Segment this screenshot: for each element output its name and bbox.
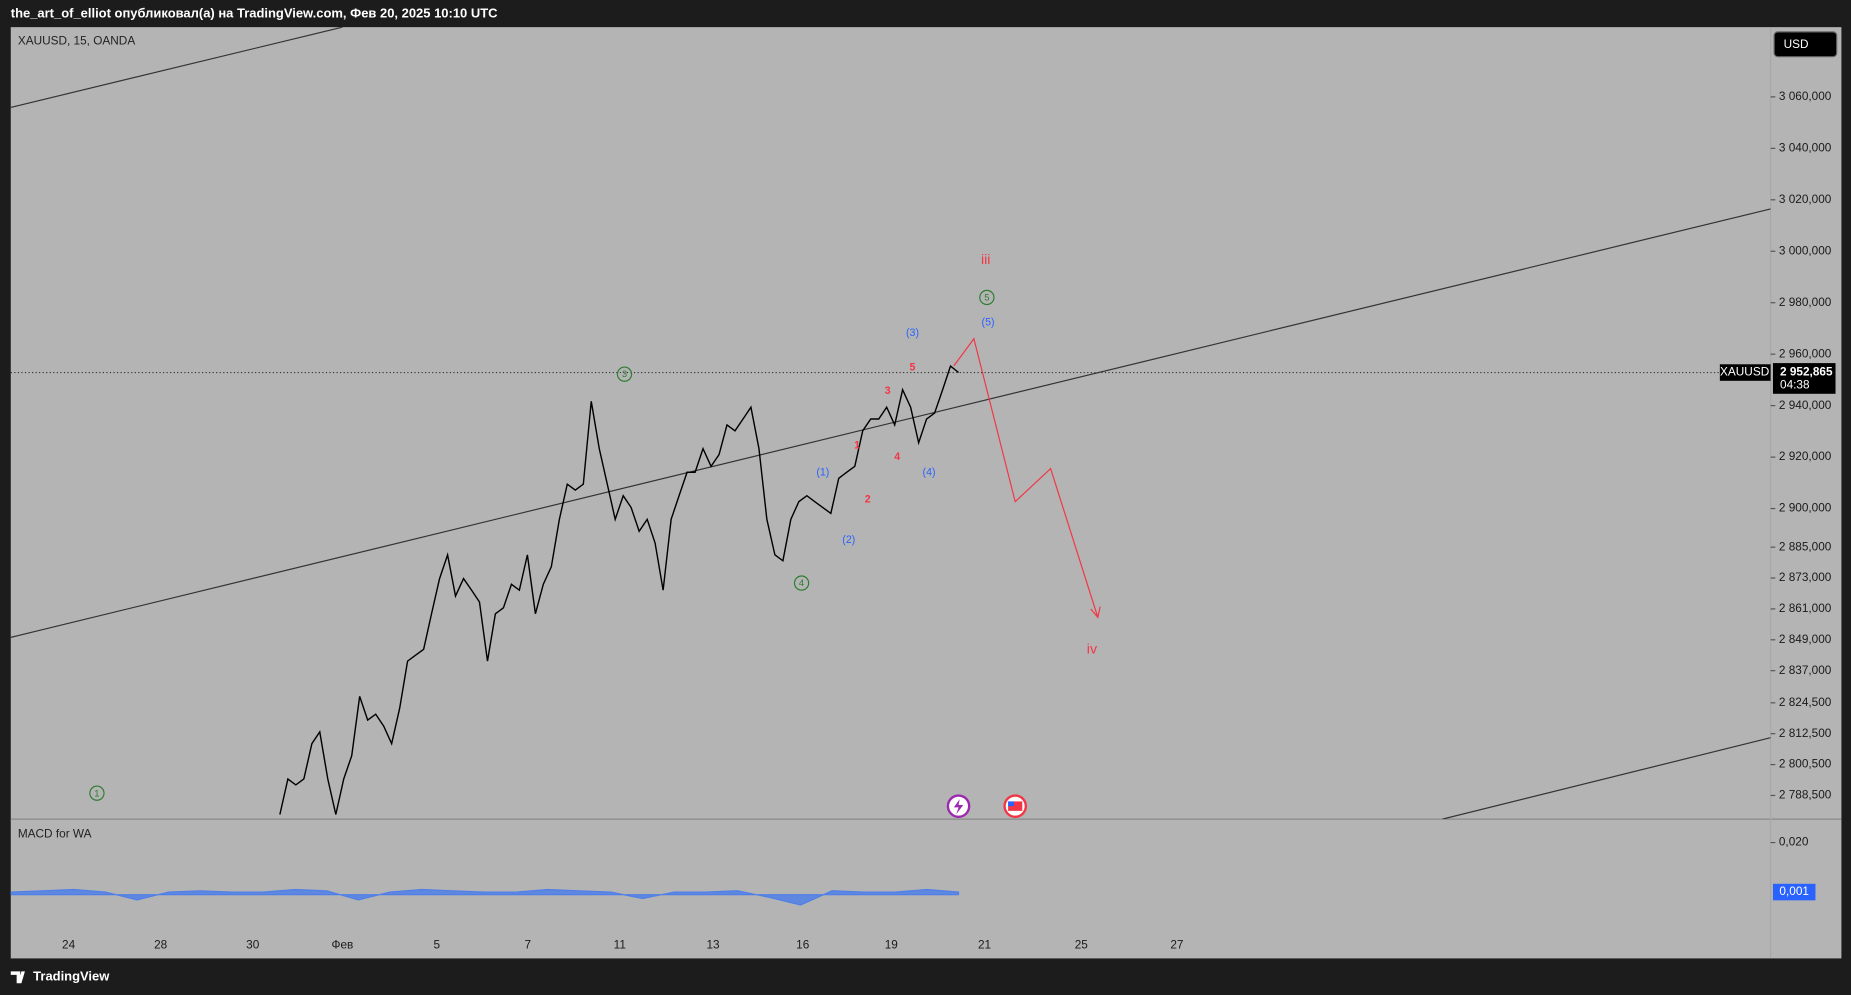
projection-path <box>953 337 1099 618</box>
price-tag-label: 2 952,865 <box>1780 365 1833 379</box>
y-tick-label: 0,020 <box>1779 835 1809 849</box>
wave-label: 5 <box>984 293 989 304</box>
wave-label: 3 <box>622 369 627 380</box>
macd-tag <box>1772 883 1816 901</box>
countdown-label: 04:38 <box>1780 378 1810 392</box>
trend-lines <box>10 27 1771 820</box>
macd-series <box>10 888 960 906</box>
trend-line <box>1442 737 1771 820</box>
wave-label: (4) <box>923 467 936 479</box>
price-tag <box>1772 363 1836 394</box>
x-tick-label: 16 <box>796 938 810 952</box>
y-tick-label: 3 060,000 <box>1779 89 1832 103</box>
wave-label: 5 <box>910 361 916 373</box>
event-icon-glyph <box>953 799 964 815</box>
x-tick-label: 13 <box>706 938 720 952</box>
wave-label: 4 <box>799 578 804 589</box>
footer: TradingView <box>10 969 110 984</box>
y-tick-label: 2 980,000 <box>1779 295 1832 309</box>
y-tick-label: 2 824,500 <box>1779 695 1832 709</box>
event-icon-glyph <box>1008 801 1023 811</box>
wave-label: 3 <box>885 385 891 397</box>
chart-area <box>10 27 1842 959</box>
y-tick-label: 2 812,500 <box>1779 726 1832 740</box>
wave-label: (2) <box>842 534 855 546</box>
x-tick-label: 25 <box>1075 938 1089 952</box>
wave-circle <box>89 785 105 801</box>
wave-label: iii <box>981 252 990 268</box>
currency-button[interactable] <box>1773 31 1838 58</box>
x-tick-label: 7 <box>524 938 531 952</box>
y-tick-label: 2 885,000 <box>1779 539 1832 553</box>
currency-label[interactable]: USD <box>1784 37 1809 51</box>
x-tick-label: 24 <box>62 938 76 952</box>
macd-tag-label: 0,001 <box>1779 884 1809 898</box>
y-tick-label: 2 849,000 <box>1779 632 1832 646</box>
y-tick-label: 2 960,000 <box>1779 346 1832 360</box>
y-tick-label: 3 040,000 <box>1779 140 1832 154</box>
wave-label: 1 <box>94 788 99 799</box>
wave-label: 4 <box>894 451 900 463</box>
x-tick-label: 11 <box>614 938 626 952</box>
x-tick-label: 5 <box>434 938 441 952</box>
y-tick-label: 2 800,500 <box>1779 757 1832 771</box>
wave-label: iv <box>1087 641 1098 657</box>
wave-circle <box>616 366 633 382</box>
header-text: the_art_of_elliot опубликовал(а) на Trad… <box>11 6 498 21</box>
symbol-tag-label: XAUUSD <box>1720 365 1769 379</box>
macd-title: MACD for WA <box>18 827 92 841</box>
macd-area <box>10 888 960 906</box>
footer-brand: TradingView <box>33 969 110 984</box>
wave-circle <box>793 575 810 591</box>
x-tick-label: 30 <box>246 938 260 952</box>
trend-line <box>10 208 1771 638</box>
projection-arrowhead <box>1090 606 1101 619</box>
y-tick-label: 2 940,000 <box>1779 398 1832 412</box>
wave-label: 2 <box>865 494 871 506</box>
x-tick-label: 28 <box>154 938 168 952</box>
footer-logo <box>10 971 25 984</box>
x-tick-label: 27 <box>1170 938 1183 952</box>
wave-label: 1 <box>854 439 860 451</box>
x-tick-label: Фев <box>332 938 354 952</box>
price-series <box>279 364 959 815</box>
wave-circle <box>979 289 995 306</box>
y-tick-label: 3 000,000 <box>1779 243 1832 257</box>
symbol-tag <box>1719 364 1771 381</box>
trend-line <box>10 27 343 108</box>
y-tick-label: 2 920,000 <box>1779 449 1832 463</box>
price-line <box>279 364 959 815</box>
y-tick-label: 2 788,500 <box>1779 788 1832 802</box>
projection <box>953 337 1101 619</box>
y-tick-label: 2 900,000 <box>1779 501 1832 515</box>
event-icons <box>946 794 1028 818</box>
wave-label: (1) <box>816 467 829 479</box>
y-tick-label: 3 020,000 <box>1779 192 1832 206</box>
event-icon-glyph <box>1008 801 1015 807</box>
x-tick-label: 21 <box>978 938 991 952</box>
wave-label: (5) <box>982 317 995 329</box>
wave-label: (3) <box>906 327 919 339</box>
symbol-title: XAUUSD, 15, OANDA <box>18 33 135 47</box>
x-tick-label: 19 <box>885 938 898 952</box>
y-tick-label: 2 873,000 <box>1779 570 1832 584</box>
y-tick-label: 2 861,000 <box>1779 601 1832 615</box>
y-tick-label: 2 837,000 <box>1779 663 1832 677</box>
